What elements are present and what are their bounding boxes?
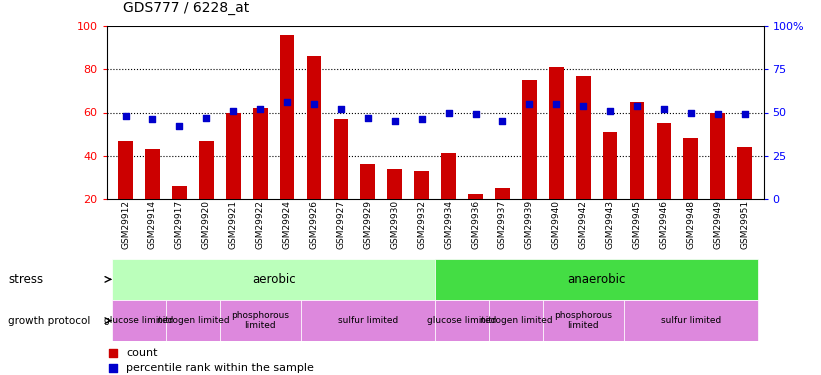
Point xyxy=(227,108,240,114)
Bar xyxy=(388,169,402,199)
Point xyxy=(550,101,563,107)
Bar xyxy=(220,300,300,341)
Bar xyxy=(199,141,213,199)
Point xyxy=(738,111,751,117)
Text: glucose limited: glucose limited xyxy=(104,316,174,325)
Text: growth protocol: growth protocol xyxy=(8,316,90,326)
Text: nitrogen limited: nitrogen limited xyxy=(157,316,229,325)
Point xyxy=(442,110,455,116)
Point xyxy=(146,116,159,122)
Bar xyxy=(226,112,241,199)
Bar xyxy=(657,123,672,199)
Text: count: count xyxy=(126,348,158,358)
Point xyxy=(684,110,697,116)
Text: anaerobic: anaerobic xyxy=(567,273,626,286)
Point xyxy=(469,111,482,117)
Bar xyxy=(253,108,268,199)
Bar xyxy=(300,300,435,341)
Bar xyxy=(118,141,133,199)
Text: stress: stress xyxy=(8,273,44,286)
Point xyxy=(576,103,589,109)
Text: GDS777 / 6228_at: GDS777 / 6228_at xyxy=(123,1,250,15)
Point xyxy=(107,365,120,371)
Bar xyxy=(549,67,564,199)
Bar xyxy=(172,186,187,199)
Bar xyxy=(280,35,295,199)
Point xyxy=(307,101,320,107)
Point xyxy=(496,118,509,124)
Point xyxy=(523,101,536,107)
Point xyxy=(334,106,347,112)
Bar xyxy=(112,300,166,341)
Bar xyxy=(489,300,543,341)
Text: phosphorous
limited: phosphorous limited xyxy=(232,311,289,330)
Bar xyxy=(576,76,590,199)
Bar xyxy=(710,112,725,199)
Bar xyxy=(630,102,644,199)
Bar xyxy=(683,138,698,199)
Bar xyxy=(543,300,624,341)
Text: phosphorous
limited: phosphorous limited xyxy=(554,311,612,330)
Point xyxy=(658,106,671,112)
Bar xyxy=(603,132,617,199)
Bar xyxy=(166,300,220,341)
Point xyxy=(200,115,213,121)
Bar xyxy=(441,153,456,199)
Point xyxy=(631,103,644,109)
Text: glucose limited: glucose limited xyxy=(428,316,497,325)
Bar xyxy=(306,57,321,199)
Point xyxy=(254,106,267,112)
Bar xyxy=(737,147,752,199)
Text: percentile rank within the sample: percentile rank within the sample xyxy=(126,363,314,373)
Point xyxy=(415,116,429,122)
Bar xyxy=(333,119,348,199)
Bar xyxy=(624,300,758,341)
Point xyxy=(173,123,186,129)
Bar xyxy=(415,171,429,199)
Bar xyxy=(495,188,510,199)
Text: aerobic: aerobic xyxy=(252,273,296,286)
Bar xyxy=(435,300,489,341)
Text: nitrogen limited: nitrogen limited xyxy=(479,316,553,325)
Bar xyxy=(435,259,758,300)
Bar xyxy=(360,164,375,199)
Point xyxy=(281,99,294,105)
Bar xyxy=(468,194,483,199)
Point xyxy=(603,108,617,114)
Bar xyxy=(145,149,160,199)
Point xyxy=(388,118,401,124)
Text: sulfur limited: sulfur limited xyxy=(661,316,721,325)
Bar xyxy=(112,259,435,300)
Point xyxy=(107,350,120,356)
Text: sulfur limited: sulfur limited xyxy=(337,316,398,325)
Point xyxy=(119,113,132,119)
Point xyxy=(361,115,374,121)
Point xyxy=(711,111,724,117)
Bar xyxy=(522,80,537,199)
